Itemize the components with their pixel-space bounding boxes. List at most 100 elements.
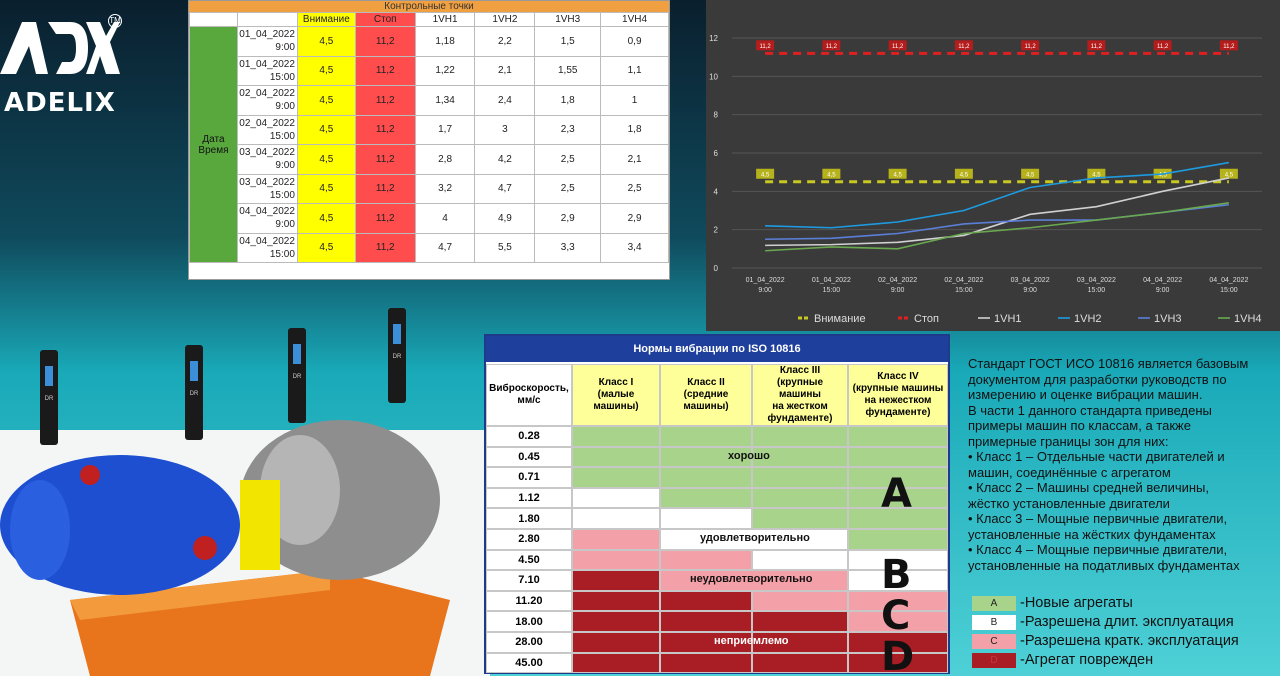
zone-cell-C [660,549,752,571]
series-line-1VH4 [765,202,1229,252]
zone-cell-D [848,652,948,674]
table-row: 04_04_2022 9:00 4,5 11,2 4 4,9 2,9 2,9 [190,203,669,234]
stop-value: 11,2 [354,55,416,86]
speed-value: 2.80 [486,529,572,550]
chart-svg: 0 2 4 6 8 10 12 01_04_2022 9:00 01_04_2022 15:00 02… [709,34,1262,325]
1vh4-value: 2,1 [600,144,669,175]
data-label: 4,5 [960,172,969,178]
1vh4-value: 1,1 [600,55,669,86]
zone-label-bad: неудовлетворительно [690,573,813,586]
1vh4-value: 0,9 [600,26,669,57]
sensor-label: DR [190,391,199,397]
class-header: Класс I (малые машины) [572,364,660,426]
speed-value: 0.45 [486,446,572,468]
speed-value: 28.00 [486,632,572,653]
data-label-box [756,40,775,51]
data-label-box [1087,168,1106,179]
y-tick-label: 8 [714,111,719,120]
zone-cell-B [848,570,948,591]
description-line: примеры машин по классам, а также [968,418,1191,433]
description-line: документом для разработки руководств по [968,371,1227,387]
1vh1-value: 1,34 [414,85,476,116]
speed-header: Виброскорость, мм/с [486,364,572,426]
data-label-box [756,168,775,179]
zone-cell-A [572,467,660,488]
datetime-cell: 02_04_2022 15:00 [236,114,298,145]
description-line: • Класс 3 – Мощные первичные двигатели, [968,511,1228,526]
zone-cell-D [660,632,752,653]
zone-cell-D [752,652,848,674]
data-label: 4,5 [1092,172,1101,178]
table-row: 03_04_2022 15:00 4,5 11,2 3,2 4,7 2,5 2,5 [190,173,669,204]
series-line-1VH3 [765,203,1229,241]
coupling-guard [240,480,280,570]
data-label-box [1219,40,1238,51]
description-line: • Класс 1 – Отдельные части двигателей и [968,449,1225,464]
data-label-box [822,168,841,179]
speed-value: 0.71 [486,467,572,488]
legend-text: -Разрешена кратк. эксплуатация [1020,633,1239,649]
vibration-sensor [388,308,406,403]
x-tick-label: 9:00 [891,287,905,294]
legend-item: C -Разрешена кратк. эксплуатация [968,632,1280,651]
data-label: 4,5 [761,172,770,178]
description-line: примерные границы зон для них: [968,433,1169,449]
data-label-box [1153,40,1172,51]
header-1vh3: 1VH3 [534,12,602,27]
1vh3-value: 3,3 [534,232,602,263]
zone-cell-C [752,590,848,612]
stop-value: 11,2 [354,232,416,263]
legend-item: B -Разрешена длит. эксплуатация [968,613,1280,632]
zone-cell-D [572,652,660,674]
stop-value: 11,2 [354,203,416,234]
standard-description: Стандарт ГОСТ ИСО 10816 является базовым… [968,356,1276,573]
y-tick-label: 6 [714,149,719,158]
legend-swatch: D [972,653,1016,668]
1vh3-value: 1,8 [534,85,602,116]
speed-value: 0.28 [486,426,572,447]
zone-legend: A -Новые агрегаты B -Разрешена длит. эксплу… [968,594,1280,670]
data-label-box [954,40,973,51]
stop-value: 11,2 [354,173,416,204]
data-label-box [888,40,907,51]
vibration-sensors: DR DR DR DR [40,308,406,445]
description-line: • Класс 4 – Мощные первичные двигатели, [968,542,1228,557]
legend-label: 1VH2 [1074,313,1102,325]
table-row: 02_04_2022 15:00 4,5 11,2 1,7 3 2,3 1,8 [190,114,669,145]
1vh2-value: 2,1 [474,55,536,86]
1vh3-value: 2,5 [534,144,602,175]
zone-cell-A [848,487,948,509]
zone-cell-B [572,508,660,529]
control-points-grid: Внимание Стоп 1VH1 1VH2 1VH3 1VH4 Дата Вр… [189,12,669,263]
data-label: 4,5 [893,172,902,178]
legend-label: 1VH4 [1234,313,1262,325]
warning-value: 4,5 [296,203,356,234]
description-line: машин, соединённые с агрегатом [968,464,1171,480]
speed-value: 4.50 [486,549,572,571]
data-label-box [822,40,841,51]
1vh1-value: 3,2 [414,173,476,204]
x-tick-label: 04_04_2022 [1209,277,1248,284]
datetime-cell: 04_04_2022 9:00 [236,203,298,234]
x-tick-label: 02_04_2022 [878,277,917,284]
1vh2-value: 4,2 [474,144,536,175]
zone-cell-D [752,632,848,653]
class-header: Класс II (средние машины) [660,364,752,426]
x-tick-label: 15:00 [1088,287,1106,294]
stop-value: 11,2 [354,144,416,175]
x-tick-label: 9:00 [758,287,772,294]
description-line: • Класс 2 – Машины средней величины, [968,480,1209,495]
stop-value: 11,2 [354,114,416,145]
vibration-sensor [288,328,306,423]
zone-cell-A [752,426,848,447]
1vh3-value: 2,3 [534,114,602,145]
zone-cell-A [848,426,948,447]
1vh1-value: 1,7 [414,114,476,145]
zone-cell-D [572,611,660,632]
zone-label-critical: неприемлемо [714,635,789,647]
zone-cell-B [752,549,848,571]
legend-text: -Новые агрегаты [1020,595,1133,611]
1vh1-value: 1,22 [414,55,476,86]
series-line-1VH1 [765,177,1230,247]
zone-cell-D [848,632,948,653]
